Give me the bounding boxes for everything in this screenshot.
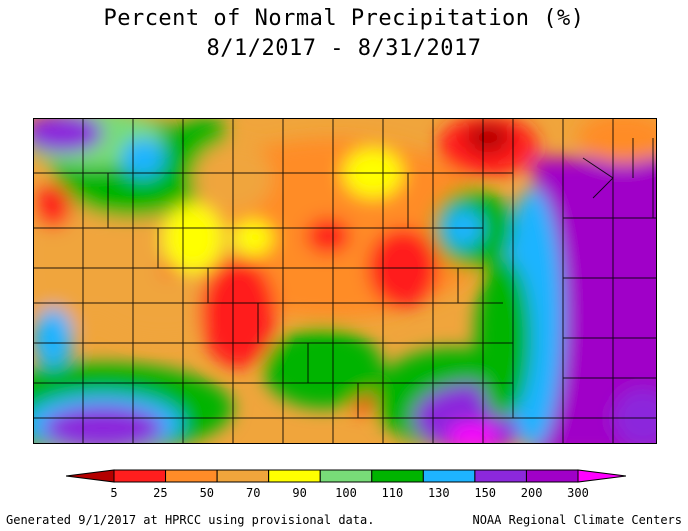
legend-tick-label: 50 bbox=[200, 486, 214, 500]
legend-tick-label: 25 bbox=[153, 486, 167, 500]
legend-swatch bbox=[525, 469, 579, 483]
legend-arrow-low bbox=[66, 469, 115, 483]
legend-swatch bbox=[165, 469, 218, 483]
legend-swatch bbox=[113, 469, 167, 483]
color-legend: 5 25 50 70 90 100 110 130 150 200 300 bbox=[66, 469, 626, 500]
precipitation-map bbox=[33, 118, 657, 444]
map-title: Percent of Normal Precipitation (%) bbox=[103, 6, 585, 31]
legend-tick-label: 300 bbox=[567, 486, 589, 500]
legend-tick-label: 150 bbox=[474, 486, 496, 500]
legend-tick-label: 5 bbox=[110, 486, 117, 500]
legend-arrow-high bbox=[577, 469, 626, 483]
legend-tick-label: 110 bbox=[382, 486, 404, 500]
legend-tick-label: 70 bbox=[246, 486, 260, 500]
legend-tick-label: 90 bbox=[292, 486, 306, 500]
legend-swatch bbox=[268, 469, 321, 483]
legend-tick-label: 100 bbox=[335, 486, 357, 500]
legend-swatch bbox=[319, 469, 373, 483]
source-credit: NOAA Regional Climate Centers bbox=[472, 513, 682, 527]
date-range: 8/1/2017 - 8/31/2017 bbox=[206, 36, 482, 61]
legend-swatch bbox=[371, 469, 424, 483]
legend-swatch bbox=[474, 469, 527, 483]
generated-note: Generated 9/1/2017 at HPRCC using provis… bbox=[6, 513, 375, 527]
legend-swatch bbox=[422, 469, 476, 483]
legend-tick-label: 200 bbox=[521, 486, 543, 500]
legend-tick-label: 130 bbox=[428, 486, 450, 500]
legend-swatch bbox=[216, 469, 270, 483]
